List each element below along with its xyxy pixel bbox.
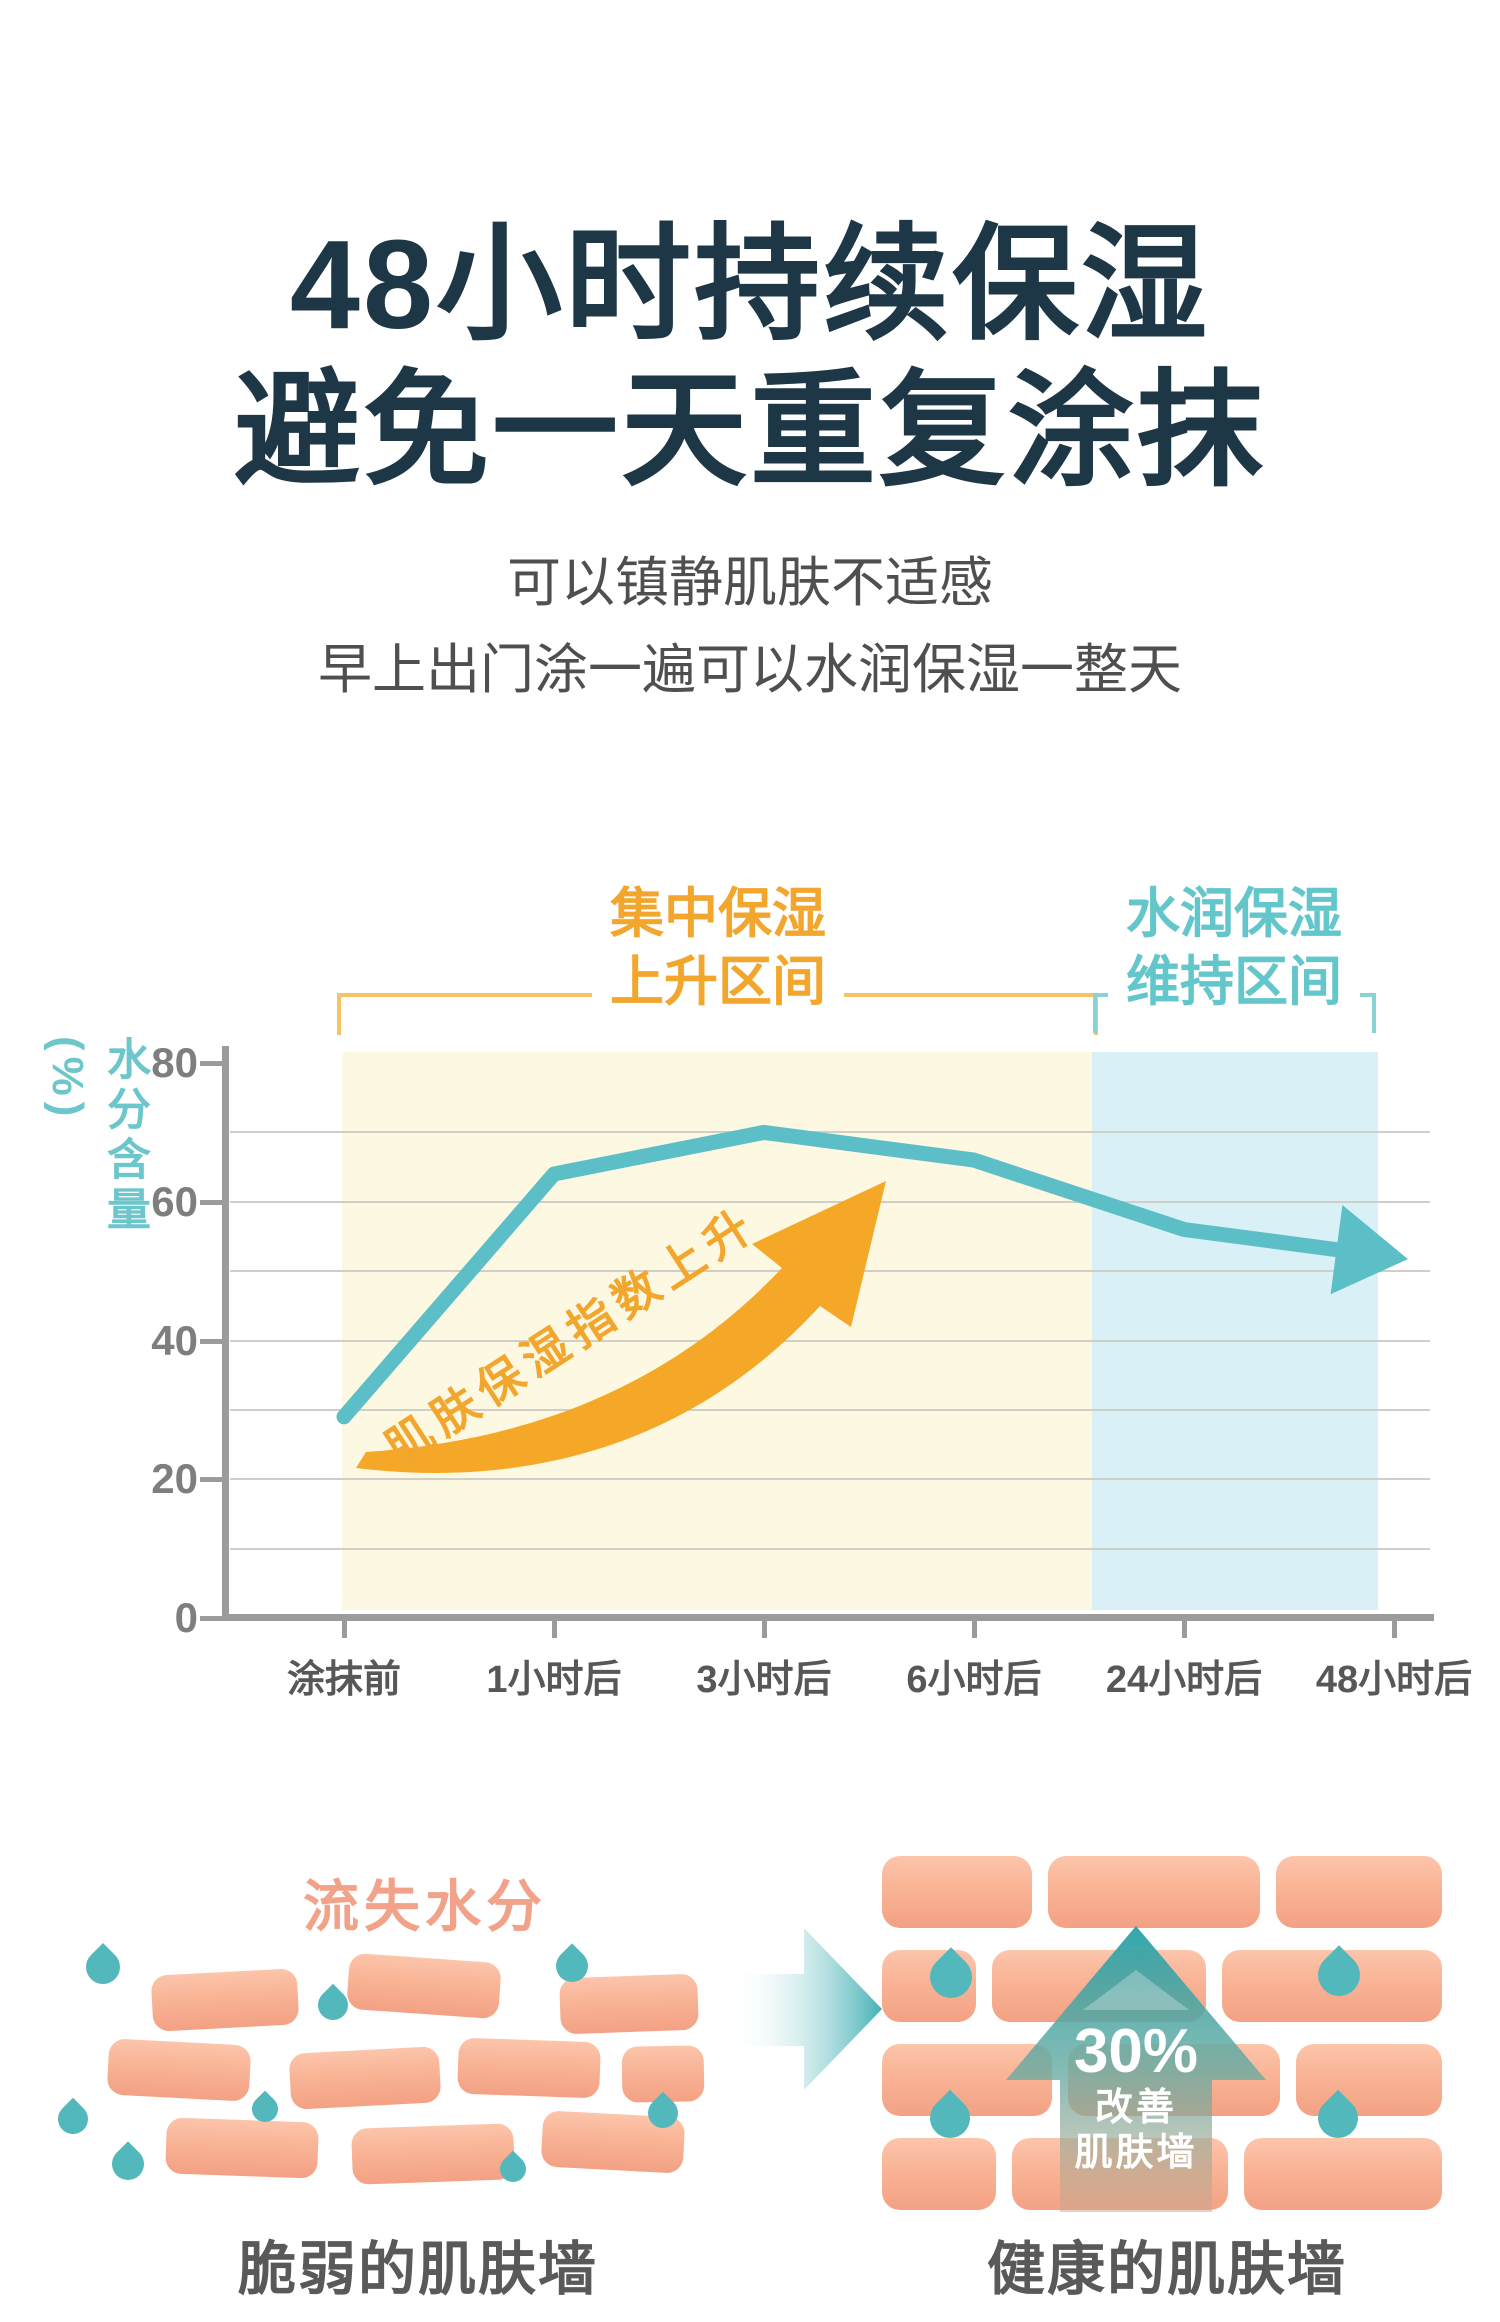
x-tick: [762, 1620, 767, 1638]
x-tick: [1392, 1620, 1397, 1638]
water-drop-icon: [105, 2141, 151, 2187]
weak-wall-brick: [559, 1973, 699, 2035]
y-tick: [200, 1338, 226, 1344]
maintain-bracket-left-end: [1093, 993, 1097, 1033]
x-tick: [1182, 1620, 1187, 1638]
transition-arrow: [728, 1928, 882, 2090]
weak-wall-brick: [150, 1968, 300, 2032]
x-axis-label: 24小时后: [1105, 1659, 1263, 1701]
gridline: [230, 1478, 1430, 1481]
y-tick: [200, 1199, 226, 1205]
y-tick-label: 40: [151, 1316, 198, 1364]
water-drop-icon: [51, 2097, 95, 2141]
weak-wall-brick: [106, 2038, 252, 2102]
x-tick: [972, 1620, 977, 1638]
title-line2: 避免一天重复涂抹: [234, 360, 1266, 502]
page-subtitle: 可以镇静肌肤不适感 早上出门涂一遍可以水润保湿一整天: [0, 540, 1500, 715]
x-axis-line: [222, 1614, 1434, 1621]
improvement-word: 改善: [1094, 2087, 1177, 2130]
subtitle-line1: 可以镇静肌肤不适感: [507, 553, 993, 613]
healthy-wall-brick: [1244, 2138, 1442, 2210]
healthy-skin-wall-caption: 健康的肌肤墙: [986, 2237, 1347, 2302]
x-axis-label: 48小时后: [1315, 1659, 1473, 1701]
x-axis-label: 6小时后: [906, 1659, 1042, 1701]
healthy-wall-brick: [882, 1856, 1032, 1928]
subtitle-line2: 早上出门涂一遍可以水润保湿一整天: [318, 640, 1182, 701]
weak-wall-brick: [346, 1952, 502, 2020]
region-label-line: 水润保湿: [1126, 884, 1342, 944]
healthy-wall-brick: [1296, 2044, 1442, 2116]
gridline: [230, 1200, 1430, 1203]
x-tick: [342, 1620, 347, 1638]
maintain-bracket-right-end: [1372, 993, 1376, 1033]
x-axis-label: 3小时后: [696, 1659, 832, 1701]
water-loss-label: 流失水分: [303, 1875, 547, 1938]
y-tick: [200, 1477, 226, 1483]
region-label-line: 上升区间: [610, 952, 826, 1013]
maintain-phase-region: [1092, 1052, 1378, 1610]
improvement-stat: 30% 改善 肌肤墙: [1026, 2017, 1246, 2176]
weak-wall-brick: [288, 2046, 442, 2110]
rising-bracket-left-end: [337, 993, 341, 1035]
weak-skin-wall-caption: 脆弱的肌肤墙: [237, 2237, 598, 2302]
region-label-hydration-maintain: 水润保湿 维持区间: [1108, 880, 1360, 1017]
improvement-target: 肌肤墙: [1074, 2132, 1198, 2175]
region-label-concentrated-moisture: 集中保湿 上升区间: [592, 880, 844, 1017]
healthy-wall-brick: [992, 1950, 1206, 2022]
improvement-percent: 30%: [1073, 2017, 1199, 2086]
page-title: 48小时持续保湿 避免一天重复涂抹: [0, 212, 1500, 504]
region-label-line: 集中保湿: [610, 884, 826, 944]
gridline: [230, 1270, 1430, 1273]
gridline: [230, 1131, 1430, 1134]
x-tick: [552, 1620, 557, 1638]
rising-phase-region: [342, 1052, 1092, 1610]
y-tick: [200, 1061, 226, 1066]
healthy-wall-brick: [1276, 1856, 1442, 1928]
water-drop-icon: [78, 1942, 128, 1992]
gridline: [230, 1339, 1430, 1342]
weak-wall-brick: [351, 2123, 515, 2185]
x-axis-label: 涂抹前: [286, 1659, 401, 1701]
y-axis-line: [222, 1046, 229, 1621]
healthy-wall-brick: [1048, 1856, 1260, 1928]
gridline: [230, 1547, 1430, 1550]
title-line1: 48小时持续保湿: [289, 214, 1211, 355]
y-tick: [200, 1616, 226, 1621]
x-axis-label: 1小时后: [486, 1659, 622, 1701]
y-tick-label: 60: [151, 1177, 198, 1225]
weak-wall-brick: [165, 2117, 319, 2179]
y-tick-label: 80: [151, 1039, 198, 1086]
y-axis-title: 水分含量(%): [43, 1036, 149, 1236]
y-tick-label: 0: [174, 1594, 198, 1641]
weak-wall-brick: [457, 2037, 601, 2099]
region-label-line: 维持区间: [1126, 952, 1342, 1013]
healthy-wall-brick: [882, 2138, 996, 2210]
y-tick-label: 20: [151, 1455, 198, 1503]
